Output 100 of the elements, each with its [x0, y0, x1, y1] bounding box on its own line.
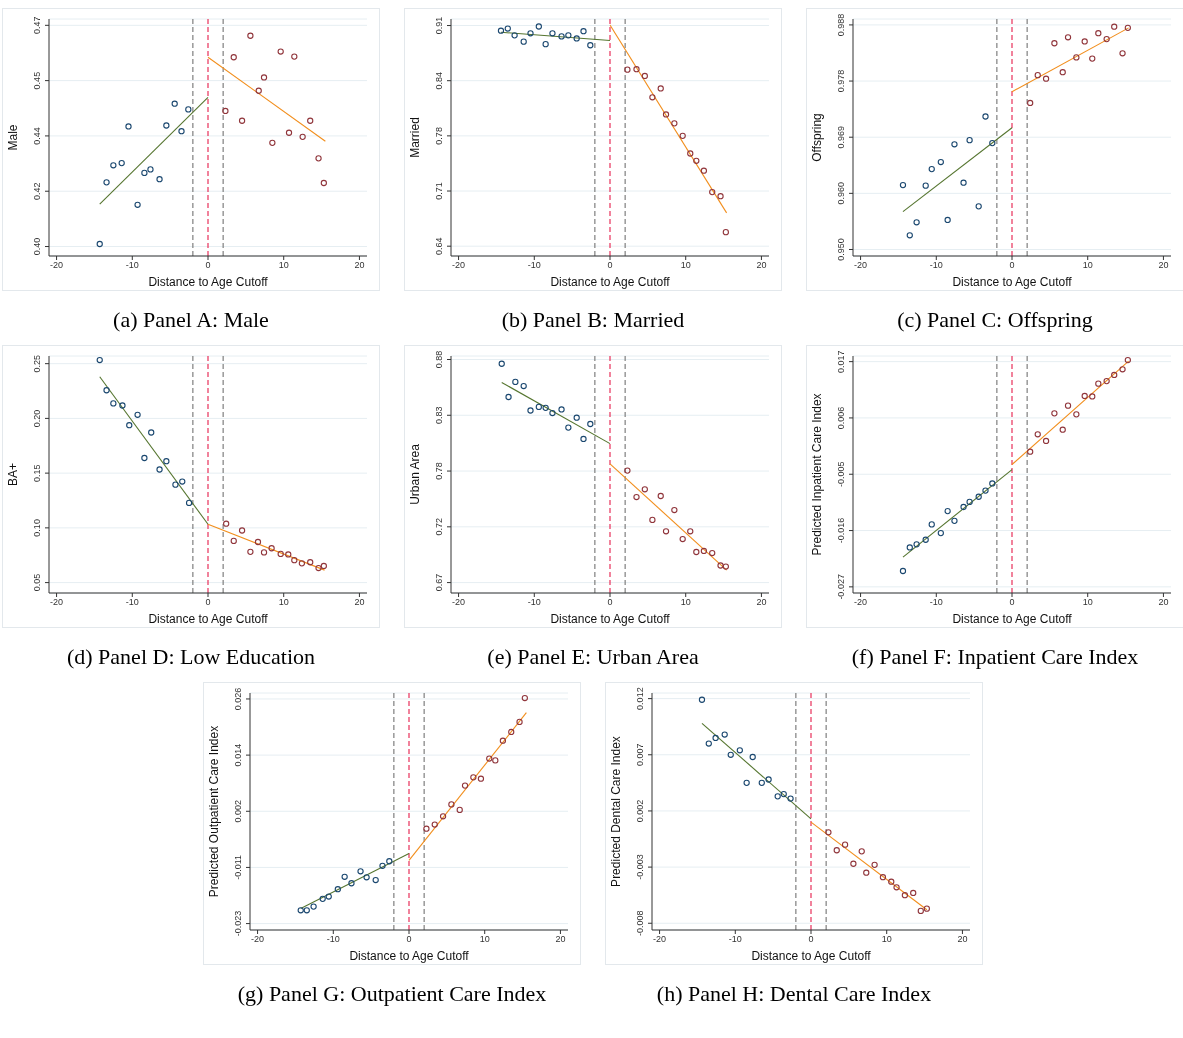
x-tick-label: 0	[808, 934, 814, 945]
x-tick-label: 20	[1158, 597, 1169, 608]
y-tick-label: -0.016	[836, 517, 846, 544]
x-tick-label: -20	[452, 260, 466, 271]
x-axis-title: Distance to Age Cutoff	[952, 612, 1073, 626]
y-tick-label: 0.007	[635, 743, 645, 767]
x-tick-label: -10	[929, 597, 943, 608]
x-tick-label: 10	[680, 260, 691, 271]
y-tick-label: 0.05	[32, 573, 42, 592]
x-tick-label: 10	[680, 597, 691, 608]
y-tick-label: 0.026	[233, 687, 243, 711]
y-tick-label: 0.002	[635, 799, 645, 823]
x-axis-title: Distance to Age Cutoff	[751, 949, 872, 963]
y-tick-label: 0.002	[233, 800, 243, 823]
y-tick-label: 0.10	[32, 519, 42, 537]
y-tick-label: 0.83	[434, 406, 444, 425]
text: (h) Panel H: Dental Care Index	[656, 981, 932, 1007]
y-tick-label: 0.64	[434, 237, 444, 255]
y-tick-label: 0.006	[836, 406, 846, 430]
y-tick-label: 0.950	[836, 238, 846, 261]
y-axis-title: BA+	[6, 462, 21, 487]
y-tick-label: -0.023	[233, 910, 243, 937]
x-tick-label: -20	[854, 597, 868, 608]
y-tick-label: -0.027	[836, 574, 846, 600]
x-tick-label: 20	[756, 597, 767, 608]
y-tick-label: 0.91	[434, 16, 444, 35]
y-tick-label: 0.84	[434, 71, 444, 90]
y-tick-label: 0.25	[32, 354, 42, 373]
x-tick-label: 10	[479, 934, 490, 945]
x-tick-label: -10	[125, 597, 139, 608]
x-tick-label: 10	[881, 934, 892, 945]
x-tick-label: 20	[354, 597, 365, 608]
y-tick-label: 0.44	[32, 127, 42, 145]
x-tick-label: -20	[251, 934, 265, 945]
y-tick-label: -0.005	[836, 461, 846, 488]
y-axis-title: Predicted Dental Care Index	[609, 736, 624, 887]
text: (b) Panel B: Married	[501, 307, 685, 333]
y-tick-label: 0.47	[32, 16, 42, 35]
x-tick-label: -20	[50, 597, 64, 608]
text: (e) Panel E: Urban Area	[487, 644, 699, 670]
x-tick-label: 0	[607, 597, 613, 608]
x-tick-label: -10	[326, 934, 340, 945]
y-tick-label: 0.988	[836, 13, 846, 37]
y-tick-label: 0.017	[836, 350, 846, 373]
y-axis-title: Urban Area	[408, 443, 423, 505]
x-tick-label: 0	[205, 260, 211, 271]
x-tick-label: -10	[527, 597, 541, 608]
y-tick-label: 0.014	[233, 743, 243, 767]
y-tick-label: 0.78	[434, 127, 444, 145]
x-tick-label: 20	[555, 934, 566, 945]
y-tick-label: 0.969	[836, 125, 846, 149]
y-tick-label: 0.978	[836, 69, 846, 93]
x-tick-label: 0	[406, 934, 412, 945]
x-tick-label: -20	[50, 260, 64, 271]
x-axis-title: Distance to Age Cutoff	[550, 275, 671, 289]
x-tick-label: -20	[452, 597, 466, 608]
x-axis-title: Distance to Age Cutoff	[148, 275, 269, 289]
y-tick-label: 0.71	[434, 182, 444, 200]
y-axis-title: Predicted Inpatient Care Index	[810, 393, 825, 556]
x-axis-title: Distance to Age Cutoff	[349, 949, 470, 963]
x-tick-label: -10	[527, 260, 541, 271]
text: (g) Panel G: Outpatient Care Index	[237, 981, 547, 1007]
y-tick-label: 0.012	[635, 687, 645, 710]
y-tick-label: -0.011	[233, 855, 243, 880]
text: (f) Panel F: Inpatient Care Index	[851, 644, 1139, 670]
x-tick-label: 0	[607, 260, 613, 271]
x-tick-label: -10	[125, 260, 139, 271]
text: (c) Panel C: Offspring	[897, 307, 1093, 333]
x-tick-label: 20	[756, 260, 767, 271]
y-tick-label: 0.78	[434, 462, 444, 480]
y-tick-label: 0.960	[836, 182, 846, 205]
x-tick-label: 20	[957, 934, 968, 945]
y-axis-title: Male	[6, 124, 21, 151]
x-tick-label: 0	[205, 597, 211, 608]
y-tick-label: 0.42	[32, 182, 42, 200]
y-axis-title: Predicted Outpatient Care Index	[207, 725, 222, 898]
y-tick-label: 0.72	[434, 518, 444, 536]
y-tick-label: 0.15	[32, 464, 42, 482]
x-tick-label: 0	[1009, 260, 1015, 271]
x-tick-label: 10	[1082, 260, 1093, 271]
x-tick-label: -10	[728, 934, 742, 945]
y-axis-title: Offspring	[810, 113, 825, 162]
x-tick-label: 20	[354, 260, 365, 271]
x-tick-label: 0	[1009, 597, 1015, 608]
y-tick-label: 0.20	[32, 409, 42, 428]
x-tick-label: -20	[653, 934, 667, 945]
x-tick-label: 20	[1158, 260, 1169, 271]
y-axis-title: Married	[408, 117, 423, 158]
y-tick-label: 0.88	[434, 350, 444, 369]
x-axis-title: Distance to Age Cutoff	[952, 275, 1073, 289]
text: (d) Panel D: Low Education	[66, 644, 316, 670]
x-axis-title: Distance to Age Cutoff	[550, 612, 671, 626]
y-tick-label: 0.45	[32, 71, 42, 90]
x-axis-title: Distance to Age Cutoff	[148, 612, 269, 626]
text: (a) Panel A: Male	[113, 307, 269, 333]
x-tick-label: 10	[278, 260, 289, 271]
y-tick-label: -0.008	[635, 910, 645, 937]
x-tick-label: 10	[278, 597, 289, 608]
x-tick-label: -20	[854, 260, 868, 271]
x-tick-label: 10	[1082, 597, 1093, 608]
